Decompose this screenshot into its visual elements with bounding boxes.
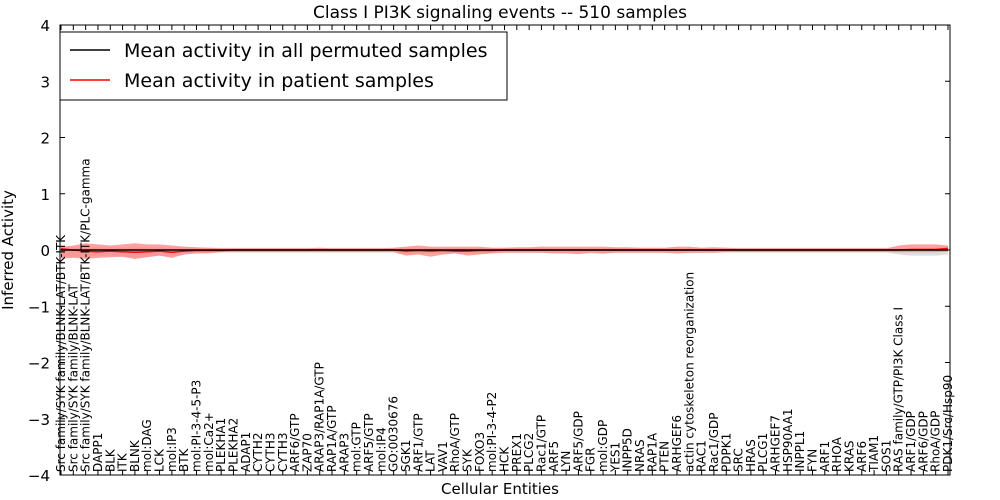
x-tick-label: mol:IP3 <box>165 427 179 472</box>
x-tick-label: Rac1/GDP <box>707 413 721 472</box>
x-tick-label: mol:DAG <box>140 419 154 472</box>
x-tick-label: PDPK1 <box>719 433 733 472</box>
y-tick-label: 3 <box>40 73 50 91</box>
x-tick-label: HSP90AA1 <box>781 408 795 472</box>
x-tick-label: BLNK <box>128 439 142 472</box>
x-tick-label: FGR <box>584 447 598 472</box>
x-tick-label: BLK <box>103 448 117 472</box>
legend: Mean activity in all permuted samples Me… <box>59 31 508 101</box>
x-tick-label: Src family/SYK family/BLNK-LAT/BTK-ITK <box>54 234 68 472</box>
y-tick-label: 4 <box>40 17 50 35</box>
x-tick-label: FYN <box>805 449 819 472</box>
y-tick-label: 1 <box>40 186 50 204</box>
x-tick-label: mol:GTP <box>350 422 364 472</box>
x-tick-label: RHOA <box>830 436 844 472</box>
plot-area <box>60 243 949 259</box>
x-tick-label: PREX1 <box>510 433 524 472</box>
x-tick-label: ARF1/GDP <box>904 411 918 472</box>
x-tick-label: RAC1 <box>695 440 709 472</box>
patient-band <box>61 243 948 259</box>
series-lines <box>60 247 949 254</box>
x-tick-label: CYTH3 <box>276 433 290 473</box>
x-tick-label: SRC <box>732 448 746 472</box>
x-tick-label: ARHGEF7 <box>769 415 783 472</box>
x-tick-label: PLCG1 <box>756 433 770 472</box>
y-tick-label: −3 <box>28 411 50 429</box>
legend-box <box>59 31 508 101</box>
legend-label-patient: Mean activity in patient samples <box>124 70 434 92</box>
x-tick-label: actin cytoskeleton reorganization <box>682 272 696 472</box>
y-axis-ticks: −4 −3 −2 −1 0 1 2 3 4 <box>28 17 950 485</box>
x-tick-label: ARAP3 <box>337 433 351 472</box>
x-tick-label: INPPL1 <box>793 431 807 472</box>
x-tick-label: ARF1/GTP <box>411 413 425 472</box>
x-tick-label: RAP1A <box>645 432 659 472</box>
x-tick-labels: Src family/SYK family/BLNK-LAT/BTK-ITKSr… <box>54 158 955 473</box>
x-tick-label: Src family/SYK family/BLNK-LAT <box>66 283 80 472</box>
x-tick-label: NRAS <box>633 439 647 472</box>
x-tick-label: RAP1A/GTP <box>325 405 339 472</box>
x-tick-label: SGK1 <box>399 440 413 472</box>
x-tick-label: TIAM1 <box>867 435 881 473</box>
x-tick-label: CYTH3 <box>263 433 277 473</box>
x-tick-label: ARF5/GDP <box>571 411 585 472</box>
x-tick-label: YES1 <box>608 442 622 473</box>
x-tick-label: RAS family/GTP/PI3K Class I <box>892 307 906 472</box>
x-axis-ticks <box>60 25 949 475</box>
x-tick-label: ARF6 <box>855 441 869 472</box>
x-tick-label: CYTH2 <box>251 433 265 473</box>
x-tick-label: ITK <box>116 452 130 472</box>
x-tick-label: RhoA/GTP <box>448 413 462 472</box>
x-tick-label: ADAP1 <box>239 432 253 472</box>
x-tick-label: SYK <box>461 448 475 472</box>
legend-label-permuted: Mean activity in all permuted samples <box>124 40 487 62</box>
x-tick-label: KRAS <box>842 440 856 472</box>
x-tick-label: HRAS <box>744 439 758 472</box>
chart-title: Class I PI3K signaling events -- 510 sam… <box>313 3 687 23</box>
y-tick-label: 0 <box>40 242 50 260</box>
x-tick-label: VAV1 <box>436 441 450 472</box>
x-tick-label: HCK <box>498 446 512 472</box>
x-axis-label: Cellular Entities <box>441 480 559 498</box>
y-tick-label: 2 <box>40 130 50 148</box>
x-tick-label: LAT <box>424 450 438 472</box>
x-tick-label: LYN <box>559 451 573 472</box>
x-tick-label: mol:PI-3-4-P2 <box>485 392 499 472</box>
x-tick-label: ARAP3/RAP1A/GTP <box>313 362 327 472</box>
x-tick-label: GO:0030676 <box>387 396 401 472</box>
x-tick-label: PTEN <box>658 441 672 472</box>
x-tick-label: BTK <box>177 447 191 472</box>
x-tick-label: ZAP70 <box>300 433 314 472</box>
x-tick-label: ARHGEF6 <box>670 415 684 472</box>
x-tick-label: ARF5/GTP <box>362 413 376 472</box>
y-tick-label: −2 <box>28 355 50 373</box>
x-tick-label: LCK <box>153 448 167 472</box>
x-tick-label: ARF6/GDP <box>916 411 930 472</box>
y-tick-label: −1 <box>28 298 50 316</box>
x-tick-label: RhoA/GDP <box>929 411 943 472</box>
x-tick-label: PLEKHA2 <box>226 418 240 472</box>
x-tick-label: PLEKHA1 <box>214 418 228 472</box>
x-tick-label: PLCG2 <box>522 433 536 472</box>
x-tick-label: FOXO3 <box>473 432 487 472</box>
x-tick-label: PDK1/Src/Hsp90 <box>941 375 955 472</box>
x-tick-label: ARF6/GTP <box>288 413 302 472</box>
x-tick-label: Src family/SYK family/BLNK-LAT/BTK-ITK/P… <box>79 158 93 472</box>
x-tick-label: mol:PI-3-4-5-P3 <box>190 380 204 472</box>
x-tick-label: ARF1 <box>818 441 832 472</box>
y-axis-label: Inferred Activity <box>0 190 17 310</box>
x-tick-label: ARF5 <box>547 441 561 472</box>
x-tick-label: mol:Ca2+ <box>202 412 216 472</box>
x-tick-label: INPP5D <box>621 428 635 472</box>
x-tick-label: DAPP1 <box>91 433 105 472</box>
x-tick-label: Rac1/GTP <box>534 415 548 472</box>
y-tick-label: −4 <box>28 467 50 485</box>
x-tick-label: mol:GDP <box>596 420 610 472</box>
x-tick-label: mol:IP4 <box>374 427 388 472</box>
x-tick-label: SOS1 <box>879 440 893 472</box>
